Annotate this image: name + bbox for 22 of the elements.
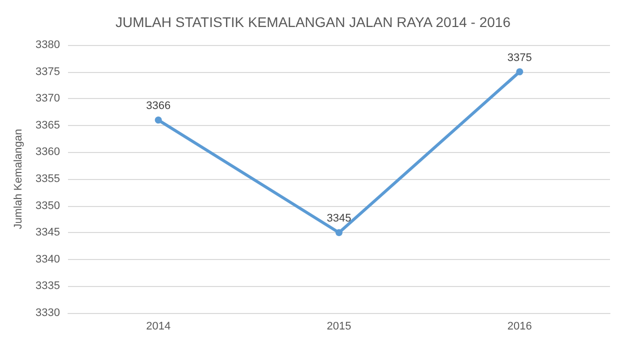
y-tick-label: 3355	[36, 173, 60, 185]
point	[516, 68, 524, 76]
x-tick-label: 2014	[146, 320, 171, 332]
chart-title: JUMLAH STATISTIK KEMALANGAN JALAN RAYA 2014 - 2016	[116, 14, 511, 30]
x-tick-label: 2016	[507, 320, 532, 332]
y-tick-label: 3335	[36, 280, 60, 292]
point	[154, 116, 162, 124]
y-tick-label: 3330	[36, 307, 60, 319]
data-label: 3366	[146, 100, 171, 112]
y-tick-label: 3345	[36, 226, 60, 239]
data-label: 3375	[507, 52, 532, 64]
y-tick-label: 3375	[36, 66, 60, 78]
point	[336, 229, 342, 236]
x-tick-label: 2015	[326, 320, 352, 332]
y-tick-label: 3365	[36, 119, 60, 132]
y-axis-title: Jumlah Kemalangan	[12, 128, 24, 230]
y-tick-label: 3380	[36, 39, 60, 51]
y-tick-label: 3360	[36, 146, 60, 158]
y-tick-label: 3340	[36, 253, 60, 266]
data-label: 3345	[326, 212, 352, 225]
y-tick-label: 3350	[36, 200, 60, 212]
y-tick-label: 3370	[36, 92, 60, 105]
